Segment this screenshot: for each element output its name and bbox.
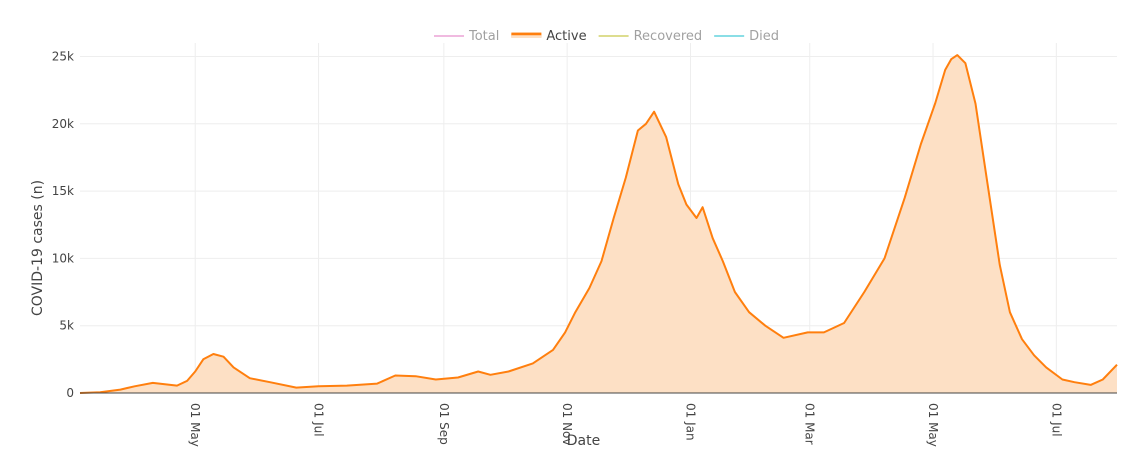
grid (80, 43, 1117, 393)
y-tick-label: 25k (52, 49, 74, 63)
x-tick-label: 01 Nov (560, 403, 574, 446)
legend-label: Total (468, 29, 499, 44)
y-axis-ticks: 0 5k 10k 15k 20k 25k (52, 49, 74, 400)
x-axis-ticks: 01 May 01 Jul 01 Sep 01 Nov 01 Jan 01 Mar 01 M… (188, 403, 1063, 447)
x-axis-title: Date (567, 433, 600, 449)
y-axis-title: COVID-19 cases (n) (30, 180, 46, 316)
x-tick-label: 01 May (926, 403, 940, 447)
legend-label: Died (749, 29, 779, 44)
y-tick-label: 5k (59, 319, 74, 333)
legend-item-total[interactable]: Total (434, 29, 499, 44)
x-tick-label: 01 Jul (1049, 403, 1063, 437)
x-tick-label: 01 Sep (437, 403, 451, 445)
x-tick-label: 01 Jan (683, 403, 697, 441)
x-tick-label: 01 May (188, 403, 202, 447)
active-series-line (79, 54, 1118, 394)
y-tick-label: 0 (66, 386, 74, 400)
active-area-fill (80, 55, 1117, 393)
legend-label: Active (546, 29, 586, 44)
legend-item-died[interactable]: Died (714, 29, 779, 44)
y-tick-label: 15k (52, 184, 74, 198)
legend-item-recovered[interactable]: Recovered (598, 29, 703, 44)
x-tick-label: 01 Mar (803, 403, 817, 445)
legend-item-active[interactable]: Active (511, 29, 587, 44)
plot-area (79, 54, 1118, 394)
y-tick-label: 20k (52, 117, 74, 131)
y-tick-label: 10k (52, 251, 74, 265)
legend-label: Recovered (634, 29, 703, 44)
x-tick-label: 01 Jul (312, 403, 326, 437)
legend: Total Active Recovered Died (434, 29, 779, 44)
